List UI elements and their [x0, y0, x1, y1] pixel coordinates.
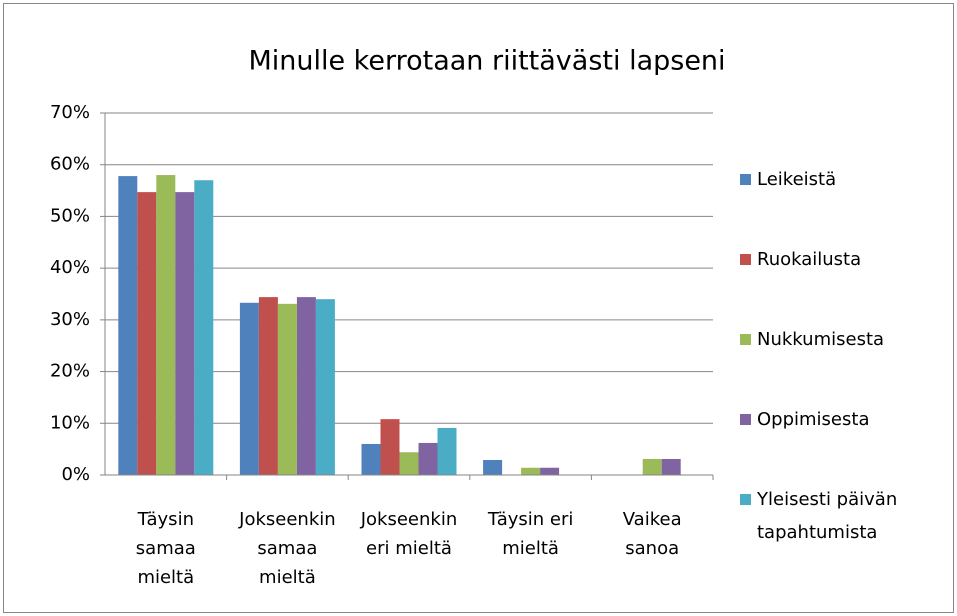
legend-item: Oppimisesta — [740, 403, 945, 436]
bar — [521, 467, 541, 475]
bar — [258, 297, 278, 475]
y-tick-label: 0% — [61, 464, 90, 485]
bar — [194, 180, 214, 475]
x-tick-label: Täysin — [137, 509, 194, 530]
legend-label: Nukkumisesta — [757, 329, 885, 350]
legend-swatch — [740, 254, 751, 265]
x-tick-label: Jokseenkin — [360, 509, 458, 530]
bar — [156, 175, 176, 476]
legend-swatch — [740, 494, 751, 505]
bar — [296, 297, 316, 475]
x-tick-label: mieltä — [137, 567, 194, 588]
bar — [642, 458, 662, 475]
bar — [437, 427, 457, 475]
y-tick-label: 40% — [50, 257, 90, 278]
bar — [137, 192, 157, 475]
bar — [418, 442, 438, 475]
legend-swatch — [740, 414, 751, 425]
y-tick-label: 30% — [50, 309, 90, 330]
x-tick-label: eri mieltä — [366, 538, 452, 559]
x-tick-label: samaa — [257, 538, 317, 559]
x-tick-label: mieltä — [502, 538, 559, 559]
legend-label: Ruokailusta — [757, 249, 862, 270]
bar — [175, 192, 195, 475]
legend-label: Yleisesti päivän tapahtumista — [757, 489, 898, 543]
x-tick-label: sanoa — [625, 538, 679, 559]
y-tick-label: 60% — [50, 154, 90, 175]
x-tick-label: Vaikea — [623, 509, 682, 530]
y-tick-label: 70% — [50, 102, 90, 123]
bar — [661, 458, 681, 475]
bar — [277, 303, 297, 475]
bar — [399, 452, 419, 475]
legend-item: Leikeistä — [740, 163, 945, 196]
legend-label: Leikeistä — [757, 169, 837, 190]
bar — [239, 302, 259, 475]
bar — [483, 460, 503, 475]
legend-swatch — [740, 334, 751, 345]
legend-item: Ruokailusta — [740, 243, 945, 276]
bar — [118, 176, 138, 475]
bar — [361, 443, 381, 475]
bar — [540, 467, 560, 475]
legend-item: Nukkumisesta — [740, 323, 945, 356]
x-tick-label: samaa — [136, 538, 196, 559]
legend-label: Oppimisesta — [757, 409, 870, 430]
x-tick-label: Täysin eri — [487, 509, 574, 530]
y-tick-label: 50% — [50, 205, 90, 226]
x-tick-label: mieltä — [259, 567, 316, 588]
legend-item: Yleisesti päivän tapahtumista — [740, 483, 945, 549]
bar — [380, 419, 400, 475]
y-tick-label: 20% — [50, 361, 90, 382]
bar — [315, 299, 335, 475]
y-tick-label: 10% — [50, 412, 90, 433]
x-tick-label: Jokseenkin — [238, 509, 336, 530]
chart-title: Minulle kerrotaan riittävästi lapseni — [248, 46, 725, 77]
legend-swatch — [740, 174, 751, 185]
